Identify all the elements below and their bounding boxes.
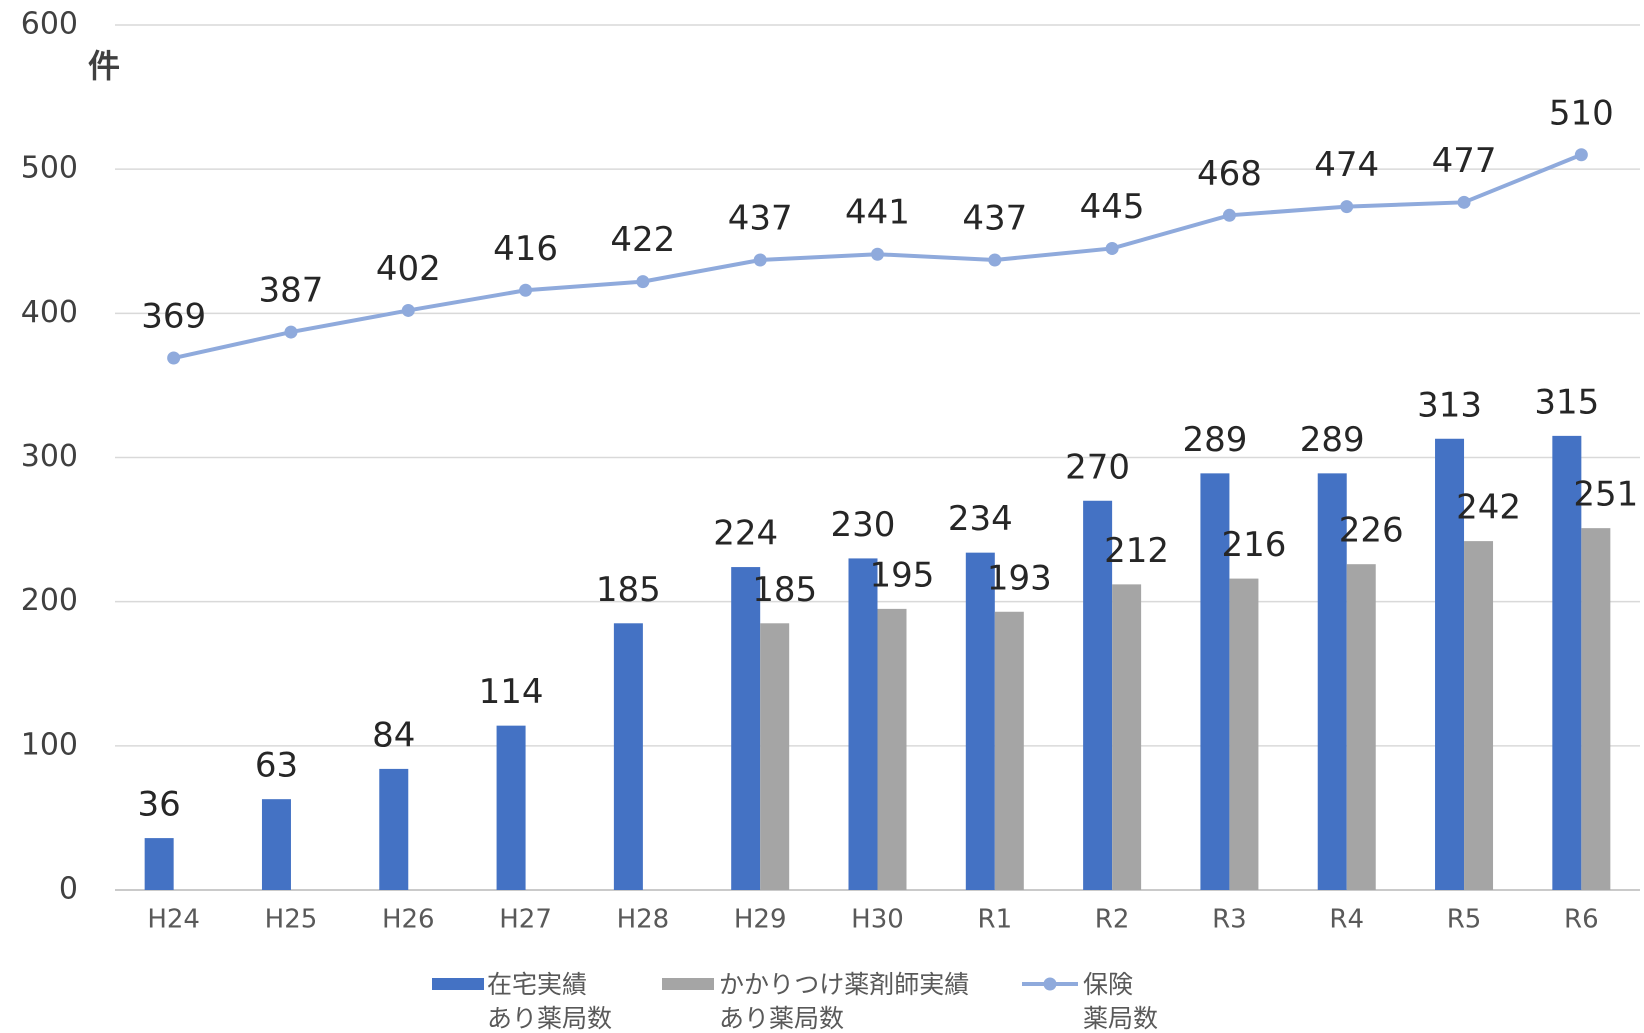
- legend-swatch: [1022, 977, 1078, 991]
- line-marker: [636, 275, 650, 289]
- y-tick-label: 300: [21, 439, 78, 474]
- bar: [877, 608, 907, 890]
- bar: [760, 623, 790, 890]
- data-label: 437: [728, 198, 793, 238]
- bar: [731, 567, 761, 890]
- data-label: 36: [138, 785, 181, 825]
- data-label: 230: [831, 505, 896, 545]
- bar: [1552, 435, 1582, 890]
- data-label: 289: [1300, 420, 1365, 460]
- x-tick-label: R2: [1095, 905, 1130, 935]
- legend-label: 保険 薬局数: [1083, 970, 1159, 1033]
- data-label: 270: [1065, 447, 1130, 487]
- data-label: 313: [1417, 385, 1482, 425]
- data-label: 193: [987, 558, 1052, 598]
- data-label: 441: [845, 193, 910, 233]
- data-label: 474: [1314, 145, 1379, 185]
- data-label: 251: [1573, 475, 1638, 515]
- line-marker: [1457, 195, 1471, 209]
- x-tick-label: H28: [617, 905, 670, 935]
- bar: [1435, 438, 1465, 890]
- bar: [1083, 500, 1113, 890]
- bar: [144, 838, 174, 890]
- data-label: 84: [372, 715, 415, 755]
- data-label: 437: [962, 198, 1027, 238]
- bar: [496, 725, 526, 890]
- data-label: 468: [1197, 154, 1262, 194]
- x-tick-label: H24: [147, 905, 200, 935]
- data-label: 234: [948, 499, 1013, 539]
- legend-swatch: [662, 978, 714, 990]
- data-label: 422: [610, 220, 675, 260]
- bar: [1464, 541, 1494, 890]
- data-label: 416: [493, 229, 558, 269]
- bar: [1200, 473, 1230, 890]
- bar: [1229, 578, 1259, 890]
- line-marker: [1574, 148, 1588, 162]
- data-label: 216: [1221, 525, 1286, 565]
- data-label: 63: [255, 746, 298, 786]
- line-marker: [988, 253, 1002, 267]
- data-label: 315: [1534, 382, 1599, 422]
- y-tick-label: 200: [21, 583, 78, 618]
- data-label: 185: [752, 570, 817, 610]
- legend-swatch: [432, 978, 484, 990]
- x-tick-label: R6: [1564, 905, 1599, 935]
- x-tick-label: H30: [851, 905, 904, 935]
- legend-label: 在宅実績 あり薬局数: [487, 970, 613, 1033]
- data-label: 185: [596, 570, 661, 610]
- line-marker: [871, 247, 884, 261]
- line-marker: [1105, 241, 1119, 255]
- data-label: 114: [479, 672, 544, 712]
- line-marker: [1340, 200, 1354, 214]
- x-tick-label: H27: [499, 905, 552, 935]
- y-tick-label: 400: [21, 295, 78, 330]
- x-tick-label: R5: [1447, 905, 1482, 935]
- data-label: 224: [713, 514, 778, 554]
- data-label: 369: [141, 297, 206, 337]
- data-label: 387: [259, 271, 324, 311]
- line-marker: [1222, 208, 1236, 222]
- data-label: 226: [1339, 511, 1404, 551]
- data-label: 510: [1549, 93, 1614, 133]
- bar: [1317, 473, 1347, 890]
- bar: [965, 552, 995, 890]
- line-marker: [284, 325, 298, 339]
- legend-label: かかりつけ薬剤師実績 あり薬局数: [719, 970, 970, 1033]
- data-label: 289: [1182, 420, 1247, 460]
- data-label: 477: [1432, 141, 1497, 181]
- data-label: 445: [1080, 187, 1145, 227]
- bar: [379, 768, 409, 890]
- x-tick-label: H26: [382, 905, 435, 935]
- x-tick-label: H25: [265, 905, 318, 935]
- y-tick-label: 100: [21, 727, 78, 762]
- x-tick-label: R3: [1212, 905, 1247, 935]
- bar: [1581, 528, 1611, 890]
- y-tick-label: 600: [21, 7, 78, 42]
- line-marker: [519, 283, 533, 297]
- bar: [261, 799, 291, 890]
- bar: [1112, 584, 1142, 890]
- x-tick-label: R1: [978, 905, 1013, 935]
- x-tick-label: H29: [734, 905, 787, 935]
- data-label: 242: [1456, 488, 1521, 528]
- data-label: 195: [870, 555, 935, 595]
- line-marker: [167, 351, 181, 365]
- bar: [848, 558, 878, 890]
- bar: [994, 611, 1024, 890]
- y-tick-label: 500: [21, 151, 78, 186]
- data-label: 212: [1104, 531, 1169, 571]
- bar: [1346, 564, 1376, 890]
- y-tick-label: 0: [59, 872, 78, 907]
- line-marker: [753, 253, 767, 267]
- x-tick-label: R4: [1329, 905, 1364, 935]
- line-marker: [401, 303, 415, 317]
- data-label: 402: [376, 249, 441, 289]
- y-axis-label: 件: [88, 47, 120, 85]
- bar: [613, 623, 643, 890]
